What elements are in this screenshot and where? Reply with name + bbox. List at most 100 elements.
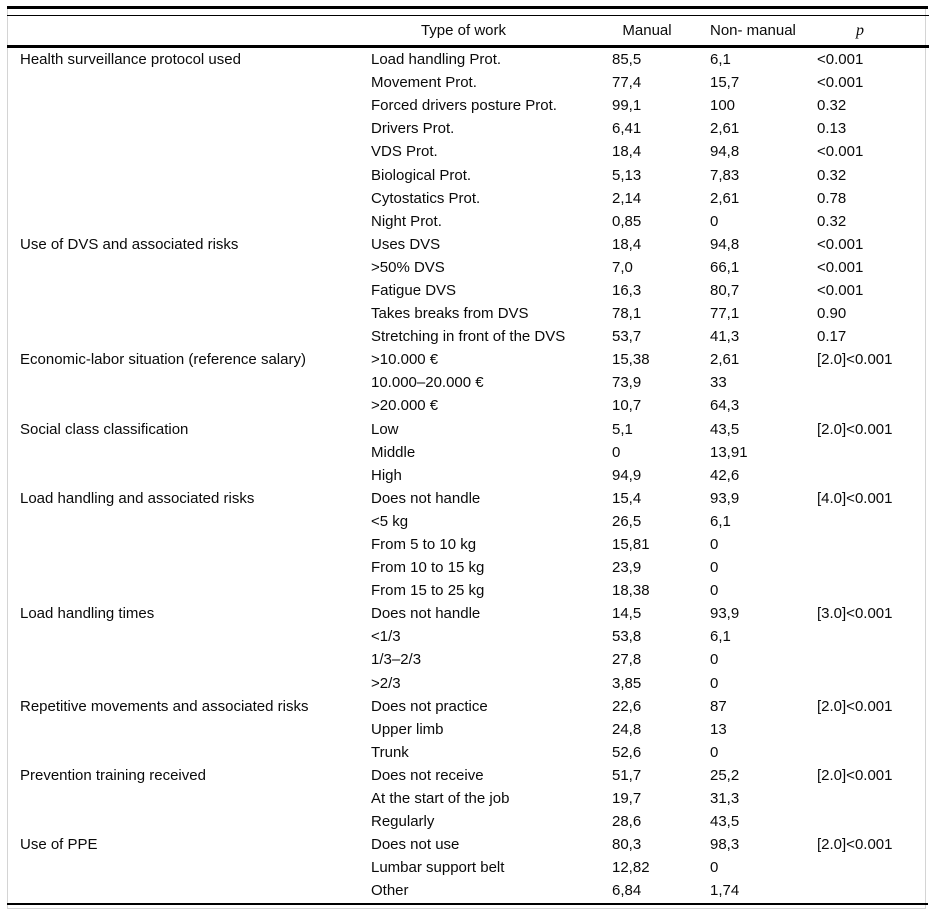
type-of-work-cell: 10.000–20.000 € — [371, 374, 484, 392]
category-cell — [7, 140, 371, 163]
manual-cell: 0,85 — [612, 212, 642, 230]
manual-cell: 53,7 — [612, 328, 642, 346]
p-value-cell: <0.001 — [817, 281, 864, 299]
manual-cell: 85,5 — [612, 51, 642, 69]
non-manual-cell: 6,1 — [710, 512, 731, 530]
category-cell: Health surveillance protocol used — [20, 51, 241, 69]
manual-cell: 14,5 — [612, 605, 642, 623]
p-value-cell: <0.001 — [817, 235, 864, 253]
non-manual-cell: 94,8 — [710, 143, 740, 161]
type-of-work-cell: From 10 to 15 kg — [371, 559, 485, 577]
type-of-work-cell: <5 kg — [371, 512, 409, 530]
p-value-cell: 0.32 — [817, 97, 847, 115]
non-manual-cell: 66,1 — [710, 258, 740, 276]
category-cell — [7, 210, 371, 233]
table-row: Social class classification Low 5,1 43,5 [2.… — [7, 418, 929, 441]
category-cell — [7, 672, 371, 695]
category-cell — [7, 163, 371, 186]
category-cell — [7, 787, 371, 810]
table-row: Use of PPE Does not use 80,3 98,3 [2.0]<0.00… — [7, 833, 929, 856]
type-of-work-cell: Middle — [371, 443, 416, 461]
non-manual-cell: 42,6 — [710, 466, 740, 484]
category-cell — [7, 117, 371, 140]
header-non-manual: Non- manual — [710, 15, 817, 48]
type-of-work-cell: Trunk — [371, 743, 409, 761]
type-of-work-cell: >2/3 — [371, 674, 401, 692]
header-category — [7, 15, 371, 48]
non-manual-cell: 2,61 — [710, 189, 740, 207]
category-cell: Load handling times — [20, 605, 155, 623]
category-cell — [7, 394, 371, 417]
manual-cell: 80,3 — [612, 836, 642, 854]
manual-cell: 18,4 — [612, 143, 642, 161]
type-of-work-cell: Load handling Prot. — [371, 51, 502, 69]
table-row: Trunk 52,6 0 — [7, 741, 929, 764]
manual-cell: 18,38 — [612, 582, 650, 600]
table-row: Takes breaks from DVS 78,1 77,1 0.90 — [7, 302, 929, 325]
table-row: Repetitive movements and associated risk… — [7, 695, 929, 718]
non-manual-cell: 93,9 — [710, 605, 740, 623]
type-of-work-cell: Night Prot. — [371, 212, 442, 230]
table-row: Fatigue DVS 16,3 80,7 <0.001 — [7, 279, 929, 302]
table-body: Health surveillance protocol used Load ha… — [7, 47, 929, 903]
p-value-cell — [817, 464, 929, 487]
p-value-cell — [817, 441, 929, 464]
category-cell: Social class classification — [20, 420, 189, 438]
non-manual-cell: 0 — [710, 743, 719, 761]
manual-cell: 52,6 — [612, 743, 642, 761]
p-value-cell: [2.0]<0.001 — [817, 351, 893, 369]
type-of-work-cell: >20.000 € — [371, 397, 439, 415]
table-row: Drivers Prot. 6,41 2,61 0.13 — [7, 117, 929, 140]
category-cell — [7, 810, 371, 833]
type-of-work-cell: Stretching in front of the DVS — [371, 328, 566, 346]
manual-cell: 23,9 — [612, 559, 642, 577]
category-cell — [7, 464, 371, 487]
manual-cell: 16,3 — [612, 281, 642, 299]
non-manual-cell: 0 — [710, 674, 719, 692]
type-of-work-cell: 1/3–2/3 — [371, 651, 422, 669]
non-manual-cell: 1,74 — [710, 882, 740, 900]
p-value-cell: <0.001 — [817, 143, 864, 161]
type-of-work-cell: From 15 to 25 kg — [371, 582, 485, 600]
table-row: Lumbar support belt 12,82 0 — [7, 856, 929, 879]
manual-cell: 22,6 — [612, 697, 642, 715]
manual-cell: 12,82 — [612, 859, 650, 877]
table-row: High 94,9 42,6 — [7, 464, 929, 487]
type-of-work-cell: Uses DVS — [371, 235, 441, 253]
table-row: Forced drivers posture Prot. 99,1 100 0.32 — [7, 94, 929, 117]
category-cell: Prevention training received — [20, 766, 206, 784]
type-of-work-cell: Fatigue DVS — [371, 281, 457, 299]
table-row: From 15 to 25 kg 18,38 0 — [7, 579, 929, 602]
table-bottom-rule — [7, 903, 928, 905]
non-manual-cell: 15,7 — [710, 74, 740, 92]
table-header-row: Type of work Manual Non- manual p — [7, 15, 929, 48]
manual-cell: 27,8 — [612, 651, 642, 669]
table-row: Load handling times Does not handle 14,5 93… — [7, 602, 929, 625]
p-value-cell: [4.0]<0.001 — [817, 489, 893, 507]
category-cell — [7, 302, 371, 325]
type-of-work-cell: Movement Prot. — [371, 74, 477, 92]
category-cell — [7, 256, 371, 279]
manual-cell: 19,7 — [612, 790, 642, 808]
p-value-cell: [2.0]<0.001 — [817, 766, 893, 784]
manual-cell: 10,7 — [612, 397, 642, 415]
type-of-work-cell: From 5 to 10 kg — [371, 536, 477, 554]
category-cell — [7, 625, 371, 648]
type-of-work-cell: Does not handle — [371, 605, 481, 623]
category-cell — [7, 879, 371, 902]
manual-cell: 15,38 — [612, 351, 650, 369]
p-value-cell: 0.17 — [817, 328, 847, 346]
table-row: Movement Prot. 77,4 15,7 <0.001 — [7, 71, 929, 94]
type-of-work-cell: Does not use — [371, 836, 460, 854]
type-of-work-cell: Does not receive — [371, 766, 484, 784]
manual-cell: 0 — [612, 443, 621, 461]
non-manual-cell: 0 — [710, 582, 719, 600]
table-row: Health surveillance protocol used Load ha… — [7, 47, 929, 72]
p-value-cell — [817, 741, 929, 764]
category-cell — [7, 441, 371, 464]
non-manual-cell: 6,1 — [710, 51, 731, 69]
table-row: Other 6,84 1,74 — [7, 879, 929, 902]
category-cell: Load handling and associated risks — [20, 489, 255, 507]
type-of-work-cell: Takes breaks from DVS — [371, 305, 529, 323]
manual-cell: 15,4 — [612, 489, 642, 507]
